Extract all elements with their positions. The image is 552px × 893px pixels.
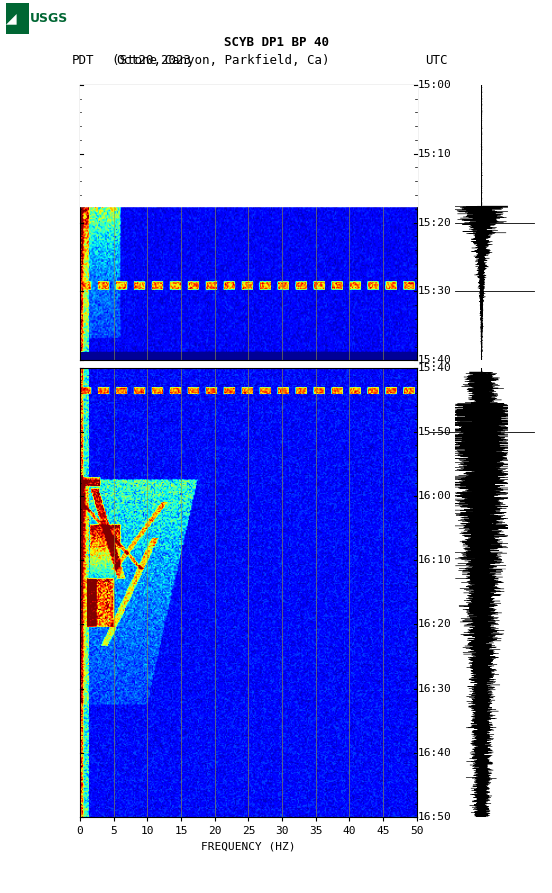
Text: 15:00: 15:00 [418, 79, 452, 90]
Text: 15:30: 15:30 [418, 287, 452, 296]
Text: 16:10: 16:10 [418, 555, 452, 565]
Text: 15:40: 15:40 [418, 355, 452, 365]
Text: 15:40: 15:40 [418, 363, 452, 372]
Text: UTC: UTC [425, 54, 447, 67]
Text: 16:00: 16:00 [418, 491, 452, 501]
Text: SCYB DP1 BP 40: SCYB DP1 BP 40 [224, 37, 328, 49]
Text: 16:30: 16:30 [418, 684, 452, 694]
Text: 16:40: 16:40 [418, 747, 452, 758]
Text: 15:10: 15:10 [418, 149, 452, 159]
Text: Oct20,2023: Oct20,2023 [116, 54, 191, 67]
Text: USGS: USGS [30, 12, 68, 25]
Bar [6, 3, 29, 34]
Text: PDT: PDT [72, 54, 94, 67]
Text: 16:20: 16:20 [418, 620, 452, 630]
Text: ◢: ◢ [6, 12, 16, 25]
X-axis label: FREQUENCY (HZ): FREQUENCY (HZ) [201, 842, 296, 852]
Text: 15:20: 15:20 [418, 218, 452, 228]
Text: 16:50: 16:50 [418, 812, 452, 822]
Text: 15:50: 15:50 [418, 427, 452, 437]
Text: (Stone Canyon, Parkfield, Ca): (Stone Canyon, Parkfield, Ca) [112, 54, 330, 67]
